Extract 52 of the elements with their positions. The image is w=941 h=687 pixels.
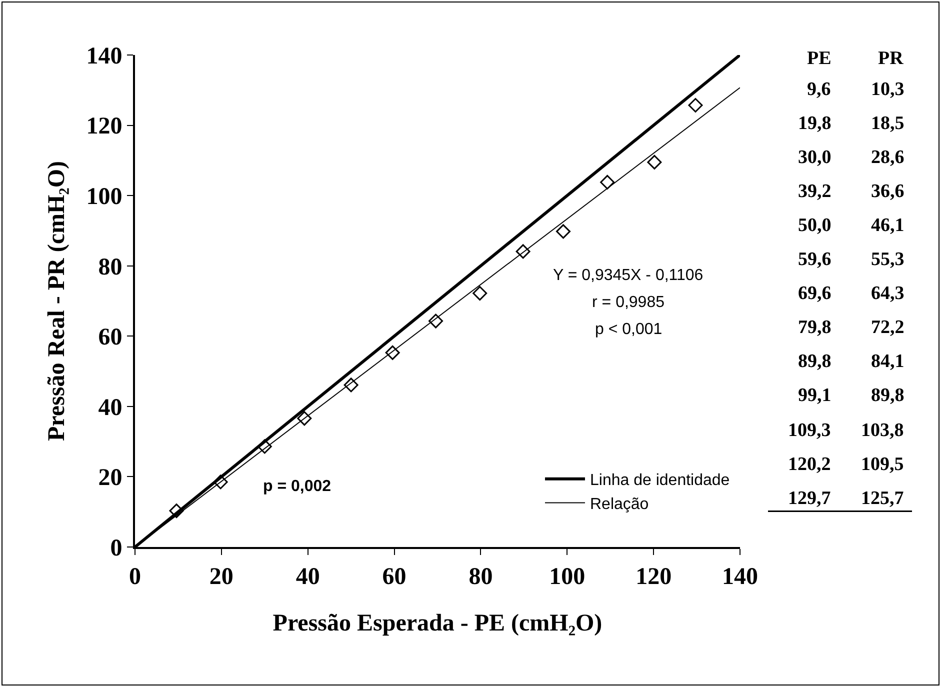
text: 9,6 bbox=[807, 79, 831, 100]
text: 28,6 bbox=[871, 147, 904, 168]
x-tick-label: 40 bbox=[296, 564, 320, 590]
text: 129,7 bbox=[788, 488, 832, 509]
x-tick-label: 80 bbox=[468, 564, 493, 590]
x-axis-title: Pressão Esperada - PE (cmH₂O) bbox=[272, 610, 602, 637]
annotation: p = 0,002 bbox=[263, 478, 332, 495]
x-tick-label: 100 bbox=[549, 564, 586, 590]
text: 46,1 bbox=[871, 215, 904, 236]
legend-label: Linha de identidade bbox=[590, 472, 730, 490]
text: PR bbox=[878, 48, 904, 69]
annotation: Y = 0,9345X - 0,1106 bbox=[553, 267, 704, 284]
text: 84,1 bbox=[871, 351, 904, 372]
text: 125,7 bbox=[861, 488, 904, 509]
text: 89,8 bbox=[871, 385, 904, 406]
legend-label: Relação bbox=[590, 496, 649, 513]
y-axis-title: Pressão Real - PR (cmH₂O) bbox=[44, 160, 70, 442]
x-tick-label: 60 bbox=[382, 564, 406, 590]
x-tick-label: 140 bbox=[722, 564, 758, 590]
y-tick-label: 0 bbox=[110, 535, 122, 562]
text: 72,2 bbox=[871, 317, 904, 338]
y-tick-label: 40 bbox=[98, 394, 122, 421]
x-tick-label: 0 bbox=[129, 564, 141, 590]
text: 89,8 bbox=[798, 351, 832, 372]
text: PE bbox=[807, 48, 832, 69]
text: 103,8 bbox=[861, 420, 904, 441]
annotation: p < 0,001 bbox=[595, 321, 662, 338]
text: 79,8 bbox=[798, 317, 832, 338]
y-tick-label: 60 bbox=[98, 324, 122, 351]
y-tick-label: 140 bbox=[86, 43, 122, 70]
text: 50,0 bbox=[798, 215, 832, 236]
x-tick-label: 20 bbox=[209, 564, 234, 590]
text: 69,6 bbox=[798, 283, 832, 304]
text: 59,6 bbox=[798, 249, 832, 270]
text: 10,3 bbox=[871, 79, 904, 100]
text: 64,3 bbox=[871, 283, 904, 304]
annotation: r = 0,9985 bbox=[592, 294, 665, 311]
text: 30,0 bbox=[798, 147, 832, 168]
y-tick-label: 20 bbox=[98, 465, 122, 492]
y-tick-label: 120 bbox=[86, 114, 122, 140]
text: 39,2 bbox=[798, 181, 832, 202]
text: 18,5 bbox=[871, 113, 904, 134]
text: 36,6 bbox=[871, 181, 904, 202]
text: 109,3 bbox=[788, 420, 831, 441]
y-tick-label: 100 bbox=[86, 184, 122, 210]
text: 19,8 bbox=[798, 113, 832, 134]
x-tick-label: 120 bbox=[636, 564, 672, 590]
text: 99,1 bbox=[798, 385, 832, 406]
y-tick-label: 80 bbox=[98, 254, 122, 280]
text: 55,3 bbox=[871, 249, 904, 270]
text: 109,5 bbox=[861, 454, 904, 475]
text: 120,2 bbox=[788, 454, 831, 475]
